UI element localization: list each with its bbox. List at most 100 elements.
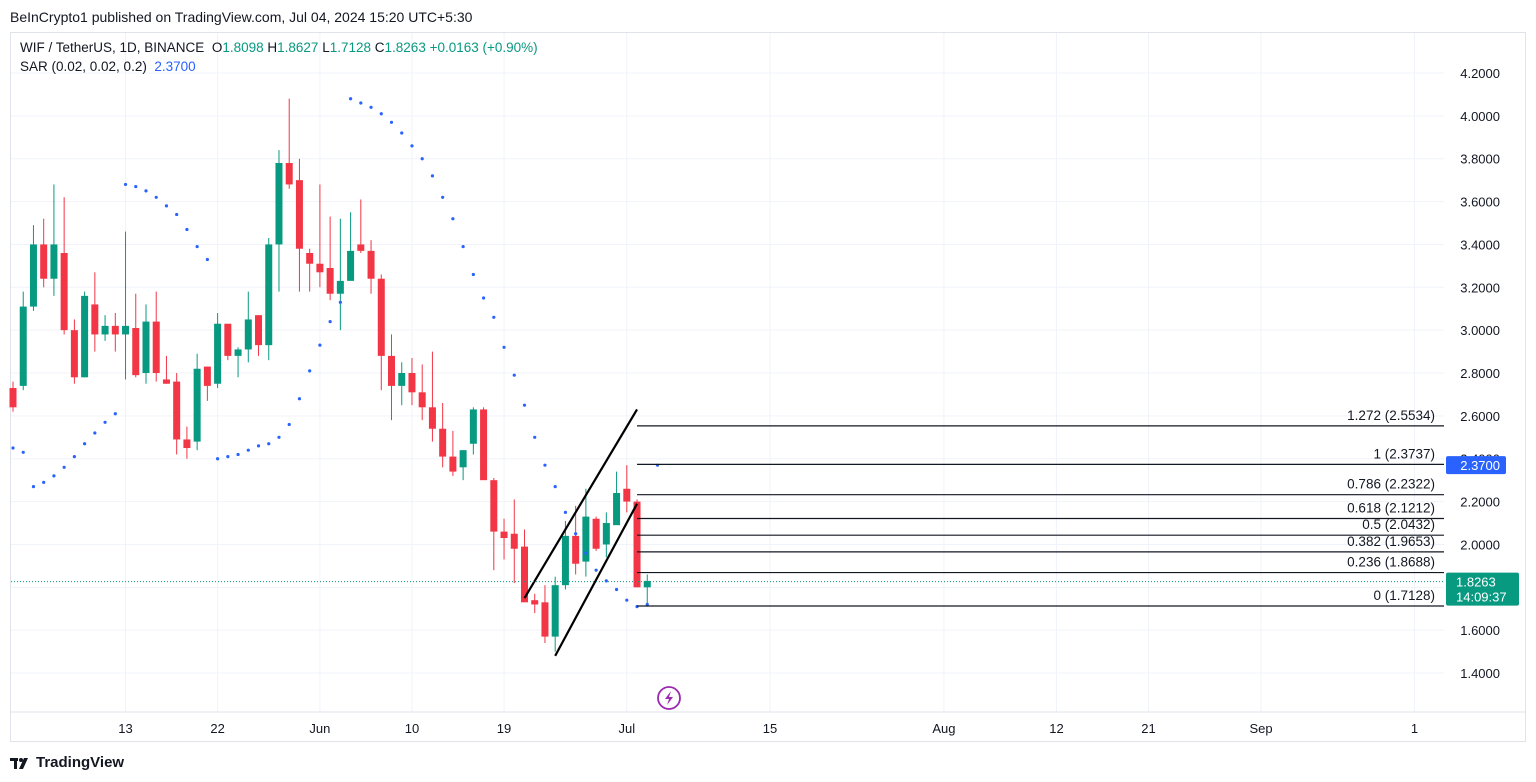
fib-level-label: 1 (2.3737) <box>1373 446 1435 461</box>
candle-body-up <box>459 450 467 468</box>
candle-body-up <box>193 368 201 442</box>
open-value: 1.8098 <box>222 40 264 55</box>
sar-dot <box>369 105 373 109</box>
sar-dot <box>134 184 138 189</box>
sar-dot <box>21 450 25 454</box>
candle-body-down <box>9 388 17 408</box>
candle-body-down <box>224 323 232 356</box>
sar-dot <box>256 444 261 448</box>
lightning-icon <box>665 691 673 705</box>
sar-dot <box>512 373 516 377</box>
candle-body-down <box>91 304 99 335</box>
candle-body-down <box>60 253 68 331</box>
sar-dot <box>164 204 169 208</box>
y-axis-tick-label: 4.0000 <box>1460 109 1500 124</box>
trend-channel-line <box>554 503 638 657</box>
candle-body-down <box>111 325 119 335</box>
y-axis-tick-label: 4.2000 <box>1460 66 1500 81</box>
x-axis-tick-label: 22 <box>210 721 224 736</box>
candle-body-up <box>101 325 109 335</box>
sar-dot <box>481 296 486 300</box>
sar-dot <box>379 112 383 116</box>
high-label: H <box>267 40 278 55</box>
change-value: +0.0163 (+0.90%) <box>429 40 538 55</box>
sar-dot <box>410 144 414 148</box>
candle-body-down <box>510 533 518 549</box>
last-price-tag-label: 1.8263 <box>1456 575 1496 590</box>
sar-dot <box>614 587 619 592</box>
candle-body-up <box>122 325 130 335</box>
symbol-legend: WIF / TetherUS, 1D, BINANCE O1.8098 H1.8… <box>20 40 538 55</box>
candle-body-up <box>29 244 37 307</box>
sar-dot <box>441 195 445 199</box>
candle-body-down <box>40 244 48 279</box>
candle-body-down <box>152 321 160 374</box>
y-axis-tick-label: 1.4000 <box>1460 666 1500 681</box>
x-axis-tick-label: Aug <box>932 721 955 736</box>
candle-body-down <box>295 180 303 249</box>
candle-body-up <box>561 535 569 586</box>
candle-body-down <box>480 409 488 481</box>
candle-body-up <box>551 585 559 637</box>
sar-dot <box>430 174 435 178</box>
sar-dot <box>103 420 107 424</box>
close-value: 1.8263 <box>384 40 426 55</box>
last-price-tag <box>1446 572 1519 606</box>
y-axis-tick-label: 1.6000 <box>1460 623 1500 638</box>
sar-dot <box>42 480 46 484</box>
sar-dot <box>195 244 199 249</box>
candle-body-up <box>398 373 406 386</box>
candle-body-up <box>234 349 242 356</box>
sar-dot <box>420 157 424 161</box>
candle-body-down <box>203 366 211 386</box>
sar-dot <box>62 465 66 469</box>
candle-body-up <box>602 523 610 545</box>
candle-body-down <box>439 428 447 457</box>
indicator-legend: SAR (0.02, 0.02, 0.2) 2.3700 <box>20 59 196 74</box>
lightning-event-icon <box>657 686 681 710</box>
candle-body-down <box>449 456 457 472</box>
candle-body-up <box>244 319 252 350</box>
y-axis-tick-label: 2.6000 <box>1460 409 1500 424</box>
x-axis-tick-label: Jun <box>309 721 330 736</box>
candle-body-down <box>367 250 375 279</box>
fib-level-label: 0 (1.7128) <box>1373 588 1435 603</box>
x-axis-tick-label: 15 <box>763 721 777 736</box>
candle-body-down <box>418 392 426 408</box>
tradingview-logo[interactable]: TradingView <box>10 754 124 771</box>
candle-body-down <box>541 602 549 637</box>
y-axis-tick-label: 3.0000 <box>1460 323 1500 338</box>
candle-body-down <box>255 315 263 346</box>
low-label: L <box>322 40 330 55</box>
sar-dot <box>175 212 179 217</box>
sar-price-tag <box>1446 456 1506 475</box>
indicator-value: 2.3700 <box>154 59 196 74</box>
tradingview-logo-icon <box>10 757 28 769</box>
candle-body-down <box>408 373 416 393</box>
sar-dot <box>83 442 87 446</box>
candle-body-down <box>531 600 539 605</box>
sar-dot <box>246 448 250 452</box>
sar-dot <box>328 319 332 324</box>
sar-dot <box>236 452 240 457</box>
candle-body-up <box>347 250 355 281</box>
high-value: 1.8627 <box>277 40 319 55</box>
sar-dot <box>72 454 76 459</box>
sar-dot <box>11 446 15 450</box>
sar-dot <box>574 532 578 536</box>
candle-body-down <box>623 488 631 502</box>
sar-dot <box>451 217 455 221</box>
sar-dot <box>502 345 506 349</box>
candle-body-up <box>469 409 477 444</box>
sar-dot <box>389 120 394 124</box>
candle-body-down <box>428 407 436 429</box>
x-axis-tick-label: Sep <box>1249 721 1272 736</box>
sar-dot <box>563 510 568 514</box>
y-axis-tick-label: 3.4000 <box>1460 237 1500 252</box>
candle-body-down <box>70 330 78 378</box>
sar-dot <box>287 422 291 427</box>
candle-body-down <box>500 531 508 539</box>
candle-body-up <box>81 295 89 378</box>
x-axis-tick-label: 10 <box>405 721 419 736</box>
